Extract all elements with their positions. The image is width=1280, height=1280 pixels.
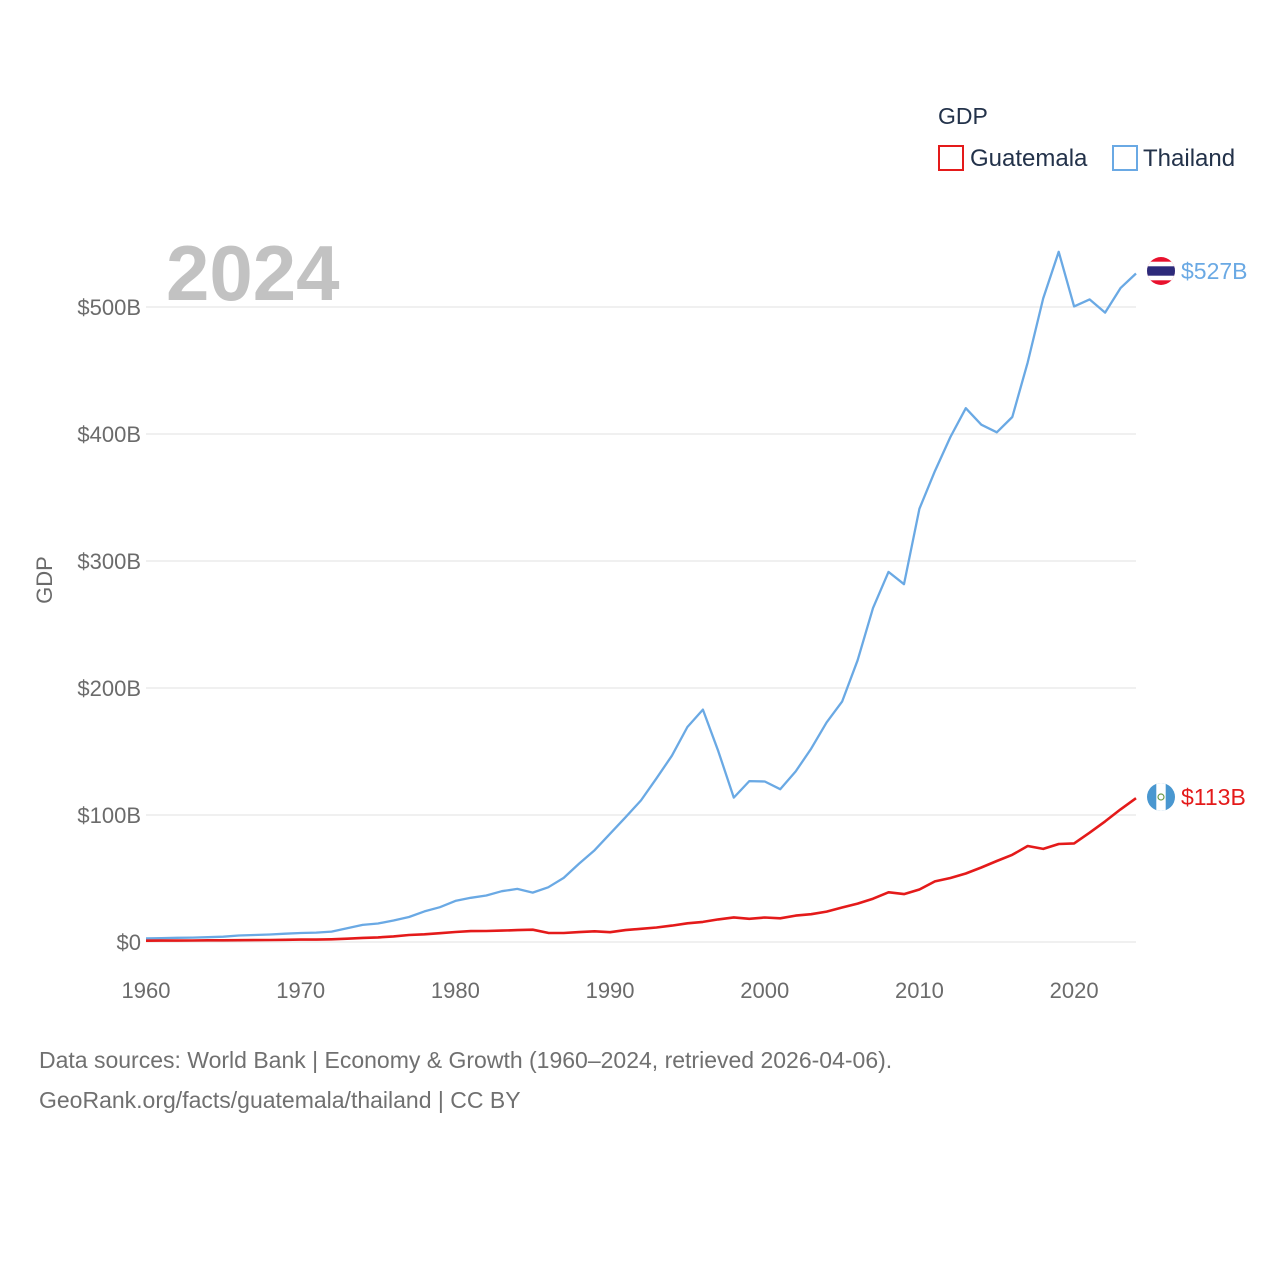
y-axis-label: GDP [32,556,57,604]
legend-label-guatemala[interactable]: Guatemala [970,145,1088,172]
year-label: 2024 [166,229,340,317]
y-tick-label: $100B [77,803,141,828]
end-label-thailand: $527B [1181,258,1248,284]
x-tick-label: 1980 [431,978,480,1003]
x-axis-ticks: 1960 1970 1980 1990 2000 2010 2020 [122,978,1099,1003]
y-tick-label: $0 [117,930,141,955]
legend-swatch-thailand[interactable] [1112,145,1138,171]
guatemala-flag-icon [1147,783,1175,811]
end-label-guatemala: $113B [1181,784,1246,810]
legend-label-thailand[interactable]: Thailand [1143,145,1235,172]
gridlines [146,306,1136,943]
x-tick-label: 2000 [740,978,789,1003]
x-tick-label: 1990 [586,978,635,1003]
x-tick-label: 2020 [1050,978,1099,1003]
source-link[interactable]: GeoRank.org/facts/guatemala/thailand | C… [39,1087,521,1113]
series-lines [145,250,1137,942]
y-tick-label: $500B [77,295,141,320]
source-line-1: Data sources: World Bank | Economy & Gro… [39,1047,892,1073]
x-tick-label: 2010 [895,978,944,1003]
legend-swatch-guatemala[interactable] [938,145,964,171]
legend: GDP Guatemala Thailand [938,103,1235,172]
y-tick-label: $200B [77,676,141,701]
y-tick-label: $400B [77,422,141,447]
series-line-guatemala[interactable] [145,797,1137,942]
y-tick-label: $300B [77,549,141,574]
x-tick-label: 1970 [276,978,325,1003]
legend-title: GDP [938,103,988,129]
thailand-flag-icon [1147,257,1175,285]
series-line-thailand[interactable] [145,250,1137,940]
x-tick-label: 1960 [122,978,171,1003]
y-axis-ticks: $0 $100B $200B $300B $400B $500B [77,295,141,955]
